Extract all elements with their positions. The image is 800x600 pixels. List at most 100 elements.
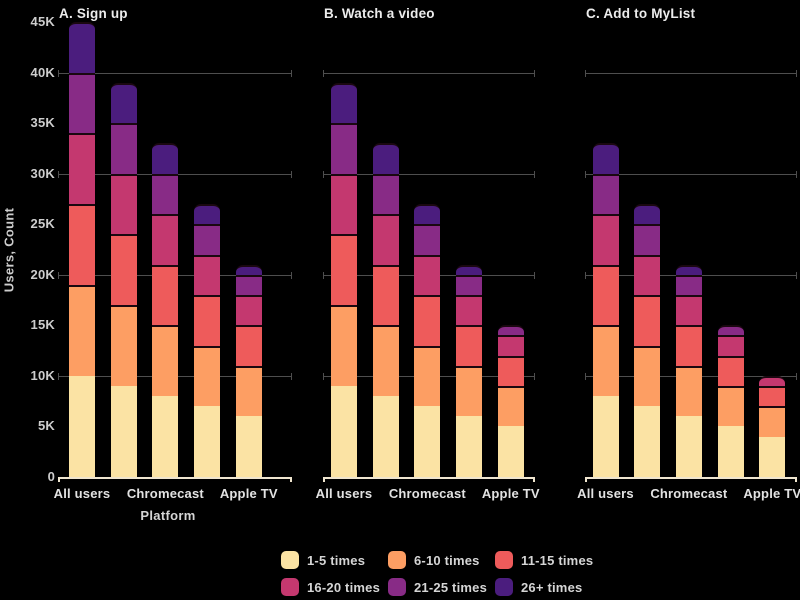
legend-swatch <box>281 578 299 596</box>
bar-segment <box>414 204 441 225</box>
bar-segment <box>414 345 441 407</box>
bar-segment <box>675 365 702 417</box>
legend-swatch <box>388 551 406 569</box>
bar-segment <box>194 406 221 477</box>
bar-segment <box>110 234 137 306</box>
bar-segment <box>634 224 661 255</box>
bar-segment <box>235 295 262 326</box>
bar-segment <box>675 264 702 275</box>
bar-segment <box>634 295 661 346</box>
bar-segment <box>152 325 179 397</box>
y-tick-label: 45K <box>30 14 55 29</box>
bar-segment <box>235 264 262 275</box>
x-tick-label: All users <box>315 486 373 501</box>
y-tick-label: 5K <box>37 418 55 434</box>
y-tick-label: 25K <box>30 216 55 232</box>
legend-label: 11-15 times <box>521 553 594 568</box>
panel: C. Add to MyList All users Chromecast Apple… <box>577 0 800 600</box>
bar-segment <box>372 143 399 174</box>
bar-segment <box>372 214 399 265</box>
bar-segment <box>592 264 619 326</box>
bar-segment <box>152 143 179 174</box>
bar-segment <box>331 234 357 306</box>
bar-segment <box>497 325 524 336</box>
bar-segment <box>456 295 483 326</box>
panel: A. Sign up All users Chromecast Apple TV <box>54 0 292 600</box>
gridline <box>323 69 535 77</box>
panel-title: B. Watch a video <box>324 6 435 21</box>
bar-segment <box>717 335 744 356</box>
gridline <box>585 69 797 77</box>
bar-segment <box>69 204 95 285</box>
y-tick-label: 20K <box>30 266 55 282</box>
panel-title: C. Add to MyList <box>586 6 696 21</box>
legend-swatch <box>388 578 406 596</box>
bar-segment <box>717 386 744 427</box>
legend-swatch <box>281 551 299 569</box>
bar-segment <box>592 396 619 477</box>
x-tick-label: Apple TV <box>481 486 540 501</box>
bar-segment <box>759 406 786 437</box>
legend-label: 26+ times <box>521 580 583 595</box>
bar-segment <box>456 365 483 417</box>
bar-segment <box>717 355 744 386</box>
bar-segment <box>110 305 137 386</box>
bar-segment <box>759 436 786 477</box>
bar-segment <box>331 173 357 235</box>
bar-segment <box>152 264 179 326</box>
bar-segment <box>497 335 524 356</box>
bar-segment <box>152 396 179 477</box>
legend-swatch <box>495 551 513 569</box>
y-tick-label: 0 <box>47 469 55 484</box>
bar-segment <box>675 325 702 366</box>
legend-label: 16-20 times <box>307 580 381 595</box>
gridline <box>323 170 535 178</box>
bar-segment <box>331 123 357 174</box>
bar-segment <box>194 204 221 225</box>
legend-label: 21-25 times <box>414 580 488 595</box>
bar-segment <box>414 295 441 346</box>
bar-segment <box>717 426 744 477</box>
gridline <box>58 69 292 77</box>
bar-segment <box>194 345 221 407</box>
y-tick-label: 10K <box>30 367 55 383</box>
bar-segment <box>372 396 399 477</box>
bar-segment <box>372 325 399 397</box>
bar-segment <box>110 82 137 124</box>
bar-segment <box>194 254 221 295</box>
legend-label: 1-5 times <box>307 553 366 568</box>
x-tick-label: All users <box>53 486 111 501</box>
bar-segment <box>675 274 702 295</box>
bar-segment <box>110 386 137 477</box>
bar-segment <box>634 204 661 225</box>
x-tick-label: Apple TV <box>743 486 800 501</box>
bar-segment <box>69 22 95 73</box>
bar-segment <box>675 416 702 477</box>
x-tick-label: All users <box>577 486 634 501</box>
bar-segment <box>497 355 524 386</box>
bar-segment <box>235 325 262 366</box>
bar-segment <box>194 224 221 255</box>
bar-segment <box>759 386 786 407</box>
bar-segment <box>675 295 702 326</box>
x-tick-label: Apple TV <box>219 486 278 501</box>
bar-segment <box>69 375 95 477</box>
bar-segment <box>497 386 524 427</box>
y-tick-label: 15K <box>30 317 55 333</box>
bar-segment <box>331 305 357 386</box>
bar-segment <box>592 143 619 174</box>
bar-segment <box>592 325 619 397</box>
x-axis-line <box>58 477 292 482</box>
gridline <box>585 170 797 178</box>
x-tick-label: Chromecast <box>126 486 204 501</box>
bar-segment <box>717 325 744 336</box>
y-tick-label: 40K <box>30 64 55 80</box>
bar-segment <box>456 325 483 366</box>
bar-segment <box>69 72 95 134</box>
bar-segment <box>235 274 262 295</box>
x-axis-title: Platform <box>140 508 196 523</box>
bar-segment <box>759 375 786 386</box>
bar-segment <box>110 123 137 174</box>
bar-segment <box>372 264 399 326</box>
